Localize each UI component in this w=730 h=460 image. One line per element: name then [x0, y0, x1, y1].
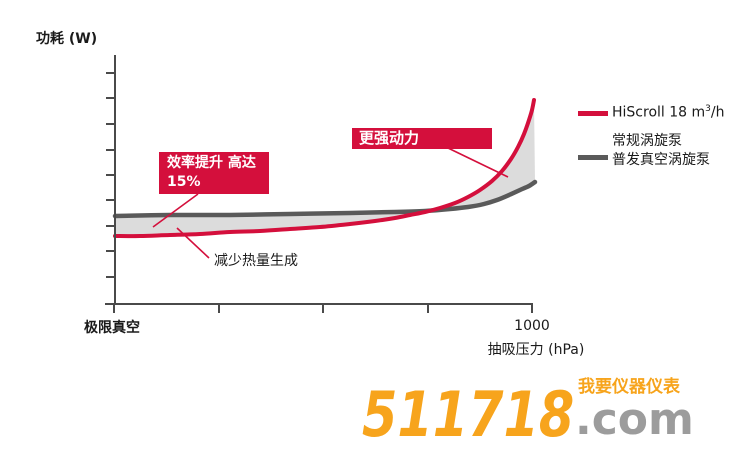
legend-hiscroll-sup: 3 [705, 104, 711, 114]
power-callout-box: 更强动力 [352, 128, 492, 149]
legend-hiscroll-text: HiScroll 18 m [612, 104, 706, 121]
legend-swatch-hiscroll [578, 111, 608, 116]
heat-callout-line [176, 227, 210, 259]
efficiency-callout-line [152, 193, 199, 228]
watermark-site-number: 511718 [362, 378, 575, 451]
x-axis-tick-label: 1000 [514, 318, 550, 334]
legend-conventional-line2: 普发真空涡旋泵 [612, 152, 710, 168]
legend-swatch-conventional [578, 155, 608, 160]
conventional-curve [112, 179, 538, 219]
legend-conventional-line1: 常规涡旋泵 [612, 133, 682, 149]
heat-callout-label: 减少热量生成 [214, 253, 298, 269]
power-callout-line [447, 147, 509, 178]
fill-between-curves [115, 100, 535, 237]
hiscroll-curve [113, 98, 536, 239]
efficiency-callout-box: 效率提升 高达 15% [159, 152, 269, 194]
legend-hiscroll-unit: /h [710, 104, 725, 121]
watermark-site-tld: .com [575, 394, 694, 445]
efficiency-callout-line1: 效率提升 高达 [167, 155, 256, 171]
legend-label-hiscroll: HiScroll 18 m3/h [612, 104, 724, 121]
x-axis-min-label: 极限真空 [84, 320, 140, 336]
x-axis-title: 抽吸压力 (hPa) [487, 342, 585, 358]
y-axis-title: 功耗 (W) [36, 31, 98, 47]
legend-label-conventional: 常规涡旋泵 普发真空涡旋泵 [612, 132, 710, 170]
watermark-slogan: 我要仪器仪表 [578, 377, 680, 397]
efficiency-callout-line2: 15% [167, 174, 201, 190]
